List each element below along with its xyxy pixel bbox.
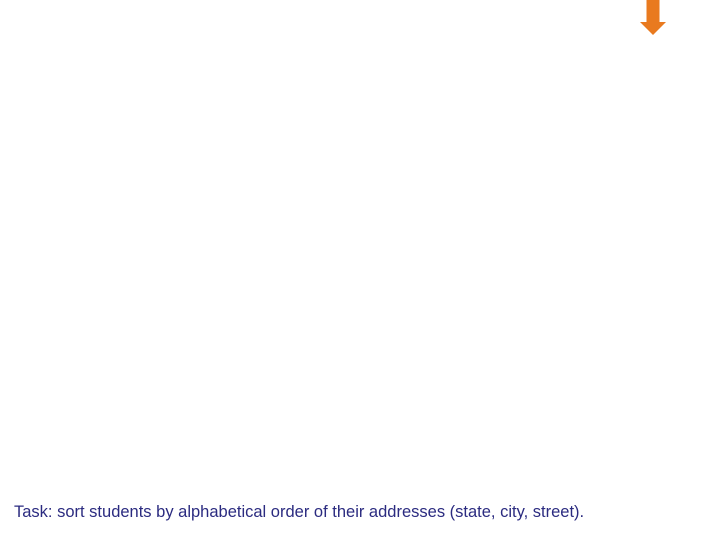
task-text: Task: sort students by alphabetical orde… bbox=[14, 503, 584, 522]
down-arrow-icon bbox=[640, 0, 666, 40]
